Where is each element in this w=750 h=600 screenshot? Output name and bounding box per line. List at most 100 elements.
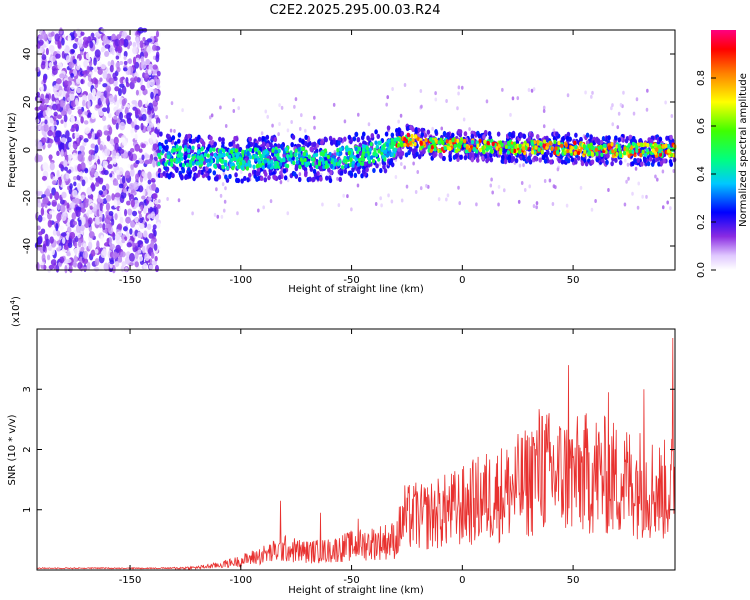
spectrogram-cell: [292, 171, 297, 177]
spectrogram-cell: [100, 63, 106, 70]
spectrogram-cell: [114, 260, 120, 267]
spectrogram-cell: [239, 161, 243, 166]
spectrogram-cell: [90, 143, 96, 149]
spectrogram-cell: [496, 131, 501, 137]
spectrogram-cell: [311, 161, 315, 167]
spectrogram-cell: [84, 168, 89, 174]
spectrogram-cell: [599, 144, 603, 150]
spectrogram-cell: [517, 149, 522, 155]
spectrogram-cell: [125, 216, 131, 224]
spectrogram-cell: [148, 102, 154, 111]
spectrogram-cell: [411, 126, 415, 133]
spectrogram-cell: [206, 162, 210, 168]
spectrogram-cell: [134, 251, 139, 259]
spectrogram-cell: [108, 145, 115, 152]
spectrogram-cell: [234, 148, 238, 153]
spectrogram-cell: [634, 166, 638, 171]
spectrogram-cell: [476, 143, 480, 148]
spectrogram-cell: [148, 264, 154, 270]
spectrogram-cell: [590, 145, 594, 151]
spectrogram-cells: [34, 27, 677, 274]
spectrogram-cell: [60, 204, 66, 213]
spectrogram-cell: [118, 183, 124, 189]
spectrogram-cell: [124, 208, 128, 217]
spectrogram-cell: [97, 158, 101, 165]
spectrogram-cell: [51, 103, 58, 111]
spectrogram-cell: [90, 167, 96, 176]
spectrogram-cell: [286, 211, 290, 216]
spectrogram-cell: [457, 85, 461, 90]
spectrogram-cell: [171, 172, 175, 179]
spectrogram-cell: [191, 161, 195, 166]
spectrogram-cell: [622, 150, 627, 156]
spectrogram-cell: [617, 111, 621, 116]
spectrogram-cell: [530, 132, 534, 138]
spectrogram-cell: [336, 151, 340, 156]
spectrogram-cell: [155, 95, 160, 102]
spectrogram-cell: [216, 214, 220, 219]
spectrogram-cell: [65, 104, 69, 111]
spectrogram-cell: [207, 158, 211, 163]
spectrogram-cell: [607, 145, 611, 150]
spectrogram-cell: [487, 131, 492, 137]
spectrogram-cell: [360, 161, 365, 167]
spectrogram-cell: [267, 160, 271, 165]
spectrogram-cell: [187, 148, 191, 154]
spectrogram-cell: [376, 133, 381, 139]
spectrogram-cell: [481, 145, 485, 151]
snr-y-scale-label: (x104): [9, 296, 22, 327]
spectrogram-cell: [107, 224, 112, 231]
spectrogram-cell: [119, 83, 125, 88]
spectrogram-cell: [88, 149, 95, 156]
spectrogram-cell: [126, 242, 132, 248]
spectrogram-cell: [555, 150, 560, 155]
spectrogram-cell: [312, 141, 317, 147]
spectrogram-cell: [336, 147, 340, 153]
spectrogram-cell: [548, 140, 552, 146]
spectrogram-cell: [153, 243, 158, 251]
spectrogram-cell: [457, 91, 460, 96]
spectrogram-cell: [265, 142, 270, 149]
spectrogram-cell: [112, 158, 117, 165]
spectrogram-cell: [522, 163, 525, 168]
spectrogram-cell: [332, 161, 337, 167]
spectrogram-cell: [73, 255, 77, 264]
spectrogram-cell: [131, 210, 138, 217]
spectrogram-cell: [44, 178, 50, 187]
spectrogram-cell: [144, 238, 149, 244]
spectrogram-cell: [286, 178, 290, 183]
y-tick-label: -20: [22, 190, 33, 206]
spectrogram-cell: [264, 149, 269, 155]
colorbar-label: Normalized spectral amplitude: [738, 73, 749, 227]
spectrogram-cell: [81, 216, 86, 225]
spectrogram-cell: [347, 150, 351, 156]
spectrogram-cell: [131, 28, 135, 36]
spectrogram-cell: [457, 185, 460, 190]
spectrogram-cell: [150, 91, 154, 100]
spectrogram-cell: [142, 36, 146, 42]
spectrogram-cell: [225, 152, 229, 157]
spectrogram-cell: [405, 184, 409, 189]
spectrogram-cell: [189, 159, 193, 165]
spectrogram-cell: [380, 203, 383, 208]
spectrogram-cell: [63, 80, 69, 87]
x-tick-label: -100: [229, 275, 252, 286]
spectrogram-cell: [386, 153, 390, 158]
spectrogram-cell: [383, 168, 388, 174]
spectrogram-cell: [102, 223, 106, 231]
spectrogram-cell: [77, 108, 83, 115]
spectrogram-cell: [108, 77, 115, 85]
spectrogram-cell: [310, 157, 314, 162]
spectrogram-cell: [56, 213, 62, 222]
spectrogram-cell: [337, 161, 341, 167]
spectrogram-cell: [142, 188, 146, 197]
spectrogram-cell: [143, 172, 148, 181]
spectrogram-cell: [88, 231, 95, 239]
spectrogram-cell: [141, 195, 146, 200]
spectrogram-cell: [47, 143, 51, 149]
spectrogram-cell: [85, 52, 91, 60]
spectrogram-cell: [625, 179, 628, 184]
spectrogram-cell: [51, 124, 55, 133]
spectrogram-cell: [213, 141, 217, 147]
spectrogram-cell: [96, 61, 103, 68]
